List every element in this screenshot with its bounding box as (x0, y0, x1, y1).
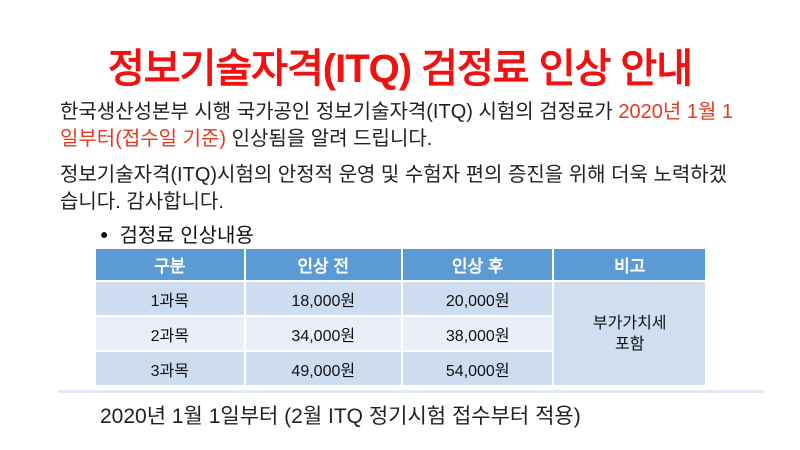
cell-subject-1: 1과목 (96, 282, 244, 315)
cell-after-3: 54,000원 (402, 352, 553, 385)
cell-before-2: 34,000원 (245, 317, 401, 350)
commitment-paragraph: 정보기술자격(ITQ)시험의 안정적 운영 및 수험자 편의 증진을 위해 더욱… (60, 164, 728, 213)
column-header-remarks: 비고 (554, 249, 705, 280)
cell-subject-2: 2과목 (96, 317, 244, 350)
intro-text-lead: 한국생산성본부 시행 국가공인 정보기술자격(ITQ) 시험의 검정료가 (60, 101, 619, 123)
horizontal-rule (58, 390, 764, 393)
section-label: 검정료 인상내용 (119, 225, 254, 247)
cell-after-2: 38,000원 (402, 317, 553, 350)
column-header-after: 인상 후 (402, 249, 553, 280)
column-header-category: 구분 (96, 249, 244, 280)
effective-date-note: 2020년 1월 1일부터 (2월 ITQ 정기시험 접수부터 적용) (100, 405, 581, 428)
column-header-before: 인상 전 (245, 249, 401, 280)
cell-remarks-merged: 부가가치세 포함 (554, 282, 705, 385)
cell-after-1: 20,000원 (402, 282, 553, 315)
remarks-line-2: 포함 (615, 335, 645, 353)
intro-paragraph: 한국생산성본부 시행 국가공인 정보기술자격(ITQ) 시험의 검정료가 202… (60, 99, 742, 153)
bullet-icon: ● (100, 225, 109, 242)
cell-subject-3: 3과목 (96, 352, 244, 385)
fee-table: 구분 인상 전 인상 후 비고 1과목 18,000원 20,000원 부가가치… (96, 249, 705, 385)
intro-text-tail: 인상됨을 알려 드립니다. (226, 128, 433, 150)
cell-before-3: 49,000원 (245, 352, 401, 385)
section-heading: ● 검정료 인상내용 (100, 219, 254, 248)
cell-before-1: 18,000원 (245, 282, 401, 315)
remarks-line-1: 부가가치세 (592, 314, 667, 332)
page-title: 정보기술자격(ITQ) 검정료 인상 안내 (107, 47, 693, 91)
intro-effective-date: 2020년 1월 1일부터(접수일 기준) (60, 101, 734, 150)
